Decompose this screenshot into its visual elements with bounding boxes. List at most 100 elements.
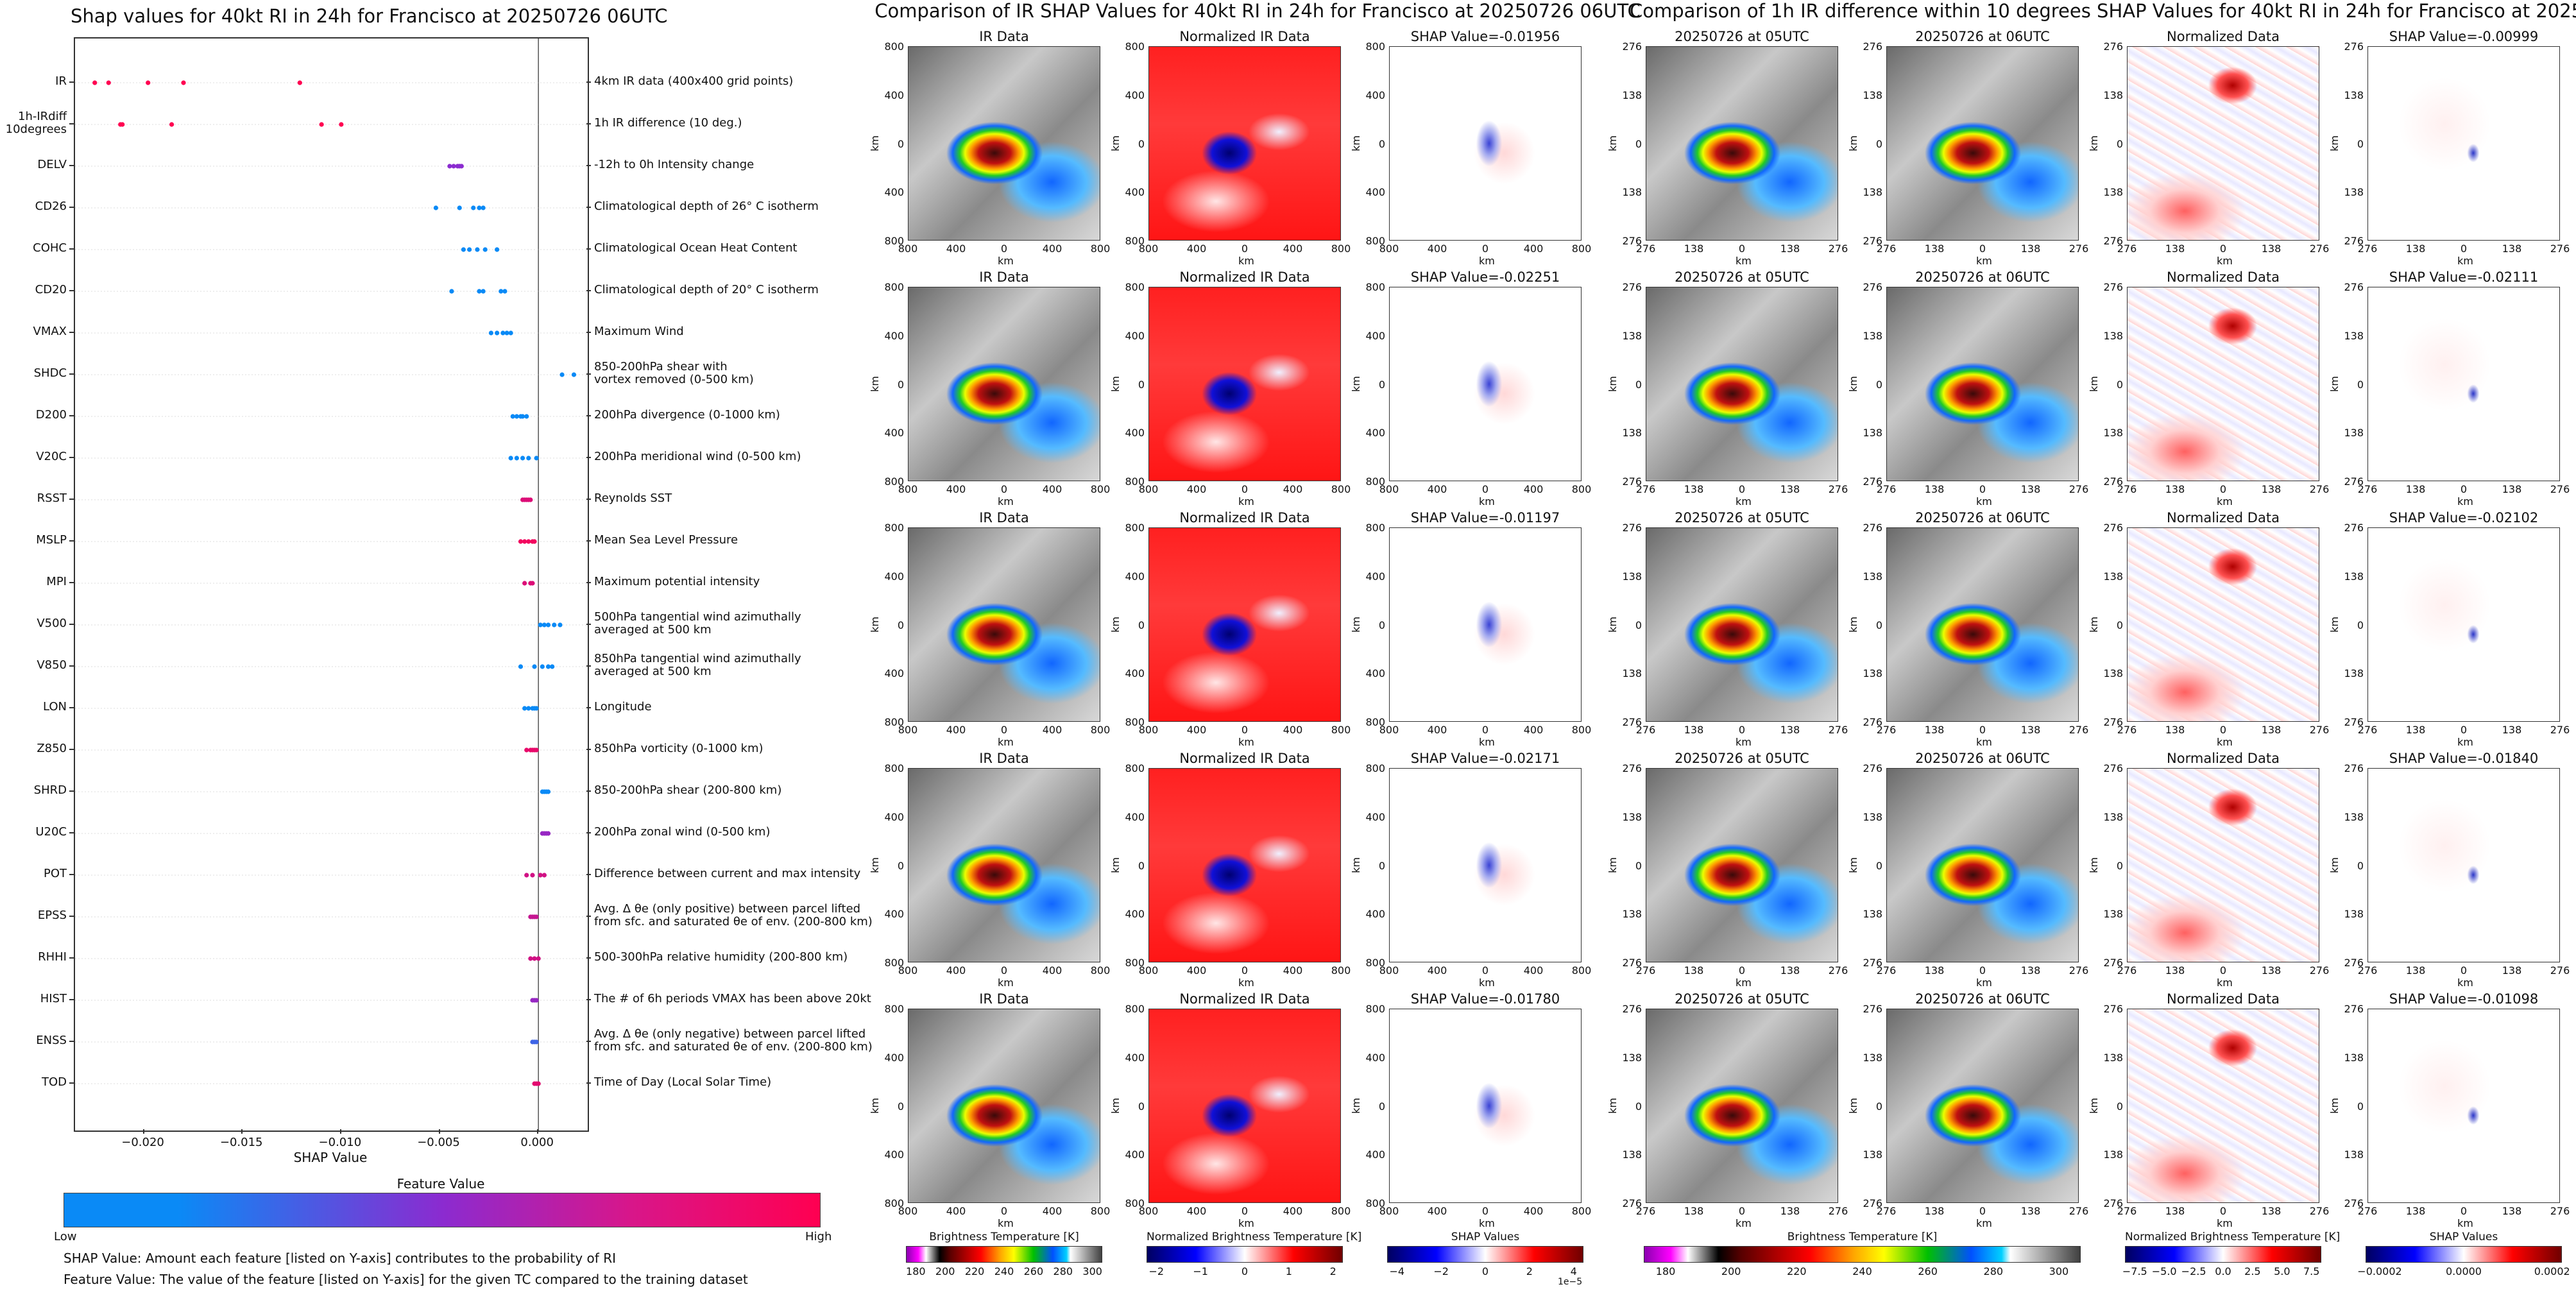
panel-y-tick-label: 800 <box>884 40 904 53</box>
panel-x-axis-label: km <box>1976 255 1992 267</box>
panel-y-tick-label: 800 <box>884 1003 904 1015</box>
shap-point-IR-0 <box>92 80 98 85</box>
norm-panel <box>1148 1009 1341 1203</box>
shap-point-COHC-4 <box>495 247 500 252</box>
shap-point-Z850-0 <box>524 747 529 753</box>
panel-x-tick-label: 276 <box>2309 483 2330 495</box>
panel-x-tick-label: 0 <box>2460 724 2468 736</box>
shap-point-CD26-1 <box>457 205 462 210</box>
panel-y-axis-label: km <box>1847 616 1859 633</box>
panel-y-tick-label: 276 <box>2103 1003 2123 1015</box>
panel-x-axis-label: km <box>1976 1217 1992 1229</box>
panel-x-tick-label: 800 <box>1571 483 1592 495</box>
feature-name-label: V20C <box>36 450 67 463</box>
panel-y-tick-label: 276 <box>1863 281 1882 293</box>
panel-y-tick-label: 138 <box>1622 908 1642 921</box>
panel-x-tick-label: 400 <box>1523 1205 1544 1217</box>
shap-point-D200-4 <box>524 414 529 419</box>
shap-point-V500-4 <box>558 622 563 627</box>
panel-x-axis-label: km <box>998 495 1014 508</box>
panel-x-tick-label: 138 <box>2261 964 2282 977</box>
panel-y-tick-label: 0 <box>1138 859 1145 872</box>
feature-name-label: IR <box>55 74 67 88</box>
panel-x-tick-label: 138 <box>2502 243 2522 255</box>
shap-panel-title: SHAP Value=-0.01780 <box>1410 991 1560 1007</box>
panel-x-tick-label: 800 <box>1331 1205 1351 1217</box>
ir-panel <box>908 768 1100 962</box>
panel-x-tick-label: 800 <box>1379 483 1399 495</box>
panel-y-tick-label: 0 <box>1378 378 1385 391</box>
panel-y-tick-label: 800 <box>884 235 904 247</box>
panel-y-tick-label: 400 <box>884 570 904 583</box>
panel-x-tick-label: 276 <box>1828 964 1848 977</box>
ir-panel <box>908 287 1100 481</box>
panel-x-tick-label: 276 <box>2117 1205 2137 1217</box>
panel-x-tick-label: 138 <box>2020 1205 2041 1217</box>
feature-right-tick <box>586 624 591 625</box>
shap2-panel <box>2367 46 2560 241</box>
panel-y-tick-label: 0 <box>1138 378 1145 391</box>
shap-point-CD20-1 <box>477 289 482 294</box>
feature-name-label: 1h-IRdiff 10degrees <box>5 110 67 136</box>
norm-panel-title: Normalized IR Data <box>1179 269 1310 285</box>
shap-point-COHC-1 <box>467 247 472 252</box>
panel-x-tick-label: 138 <box>2261 243 2282 255</box>
feature-name-label: D200 <box>35 408 67 422</box>
panel-x-tick-label: 0 <box>1241 1205 1249 1217</box>
feature-left-tick <box>69 874 74 875</box>
x-tick-mark <box>339 1129 341 1134</box>
panel-y-tick-label: 276 <box>2344 235 2364 247</box>
shap-point-LON-1 <box>526 706 531 711</box>
panel-y-tick-label: 400 <box>1365 810 1385 823</box>
shap-point-LON-0 <box>522 706 527 711</box>
shap-point-TOD-2 <box>536 1081 541 1086</box>
panel-x-tick-label: 400 <box>1283 724 1303 736</box>
panel-y-axis-label: km <box>1606 135 1619 151</box>
shap-panel-title: SHAP Value=-0.01197 <box>1410 510 1560 525</box>
feature-value-low-label: Low <box>54 1230 77 1243</box>
panel-x-axis-label: km <box>1736 495 1752 508</box>
feature-left-tick <box>69 457 74 458</box>
panel-y-axis-label: km <box>868 135 881 151</box>
panel-y-tick-label: 0 <box>897 1100 904 1113</box>
ir-panel-title: 20250726 at 06UTC <box>1915 751 2050 766</box>
left-chart-title: Shap values for 40kt RI in 24h for Franc… <box>71 5 668 27</box>
feature-left-tick <box>69 540 74 542</box>
panel-x-tick-label: 0 <box>2460 1205 2468 1217</box>
ndiff-panel <box>2127 527 2319 722</box>
panel-y-tick-label: 276 <box>1622 475 1642 488</box>
ir-panel-title: 20250726 at 05UTC <box>1675 510 1809 525</box>
panel-y-tick-label: 400 <box>1125 810 1145 823</box>
colorbar-tick-label: 0.0 <box>2215 1265 2231 1277</box>
panel-x-axis-label: km <box>1238 977 1254 989</box>
feature-name-label: SHDC <box>33 366 67 380</box>
feature-right-tick <box>586 81 591 83</box>
panel-y-axis-label: km <box>1109 375 1122 392</box>
shap-point-VMAX-2 <box>500 330 506 336</box>
panel-y-tick-label: 400 <box>1365 1148 1385 1161</box>
shap-value-note: SHAP Value: Amount each feature [listed … <box>64 1251 616 1266</box>
feature-name-label: CD26 <box>35 200 67 213</box>
panel-y-tick-label: 138 <box>2103 1148 2123 1161</box>
panel-y-tick-label: 800 <box>1365 762 1385 774</box>
panel-y-tick-label: 400 <box>884 1148 904 1161</box>
panel-x-tick-label: 0 <box>1000 1205 1008 1217</box>
panel-x-tick-label: 0 <box>1241 243 1249 255</box>
shap-point-VMAX-0 <box>488 330 494 336</box>
colorbar-label: Brightness Temperature [K] <box>929 1231 1079 1243</box>
shap-point-V850-0 <box>518 664 524 669</box>
panel-x-tick-label: 276 <box>2357 964 2378 977</box>
panel-x-tick-label: 400 <box>946 964 966 977</box>
shap-point-V20C-2 <box>520 456 525 461</box>
feature-right-tick <box>586 790 591 792</box>
feature-left-tick <box>69 332 74 333</box>
shap-point-D200-1 <box>514 414 519 419</box>
colorbar-tick-label: 220 <box>964 1265 985 1277</box>
panel-y-tick-label: 400 <box>1125 329 1145 342</box>
panel-x-tick-label: 276 <box>2117 243 2137 255</box>
norm-panel-title: Normalized IR Data <box>1179 29 1310 44</box>
panel-x-tick-label: 800 <box>1331 964 1351 977</box>
panel-y-tick-label: 276 <box>2103 475 2123 488</box>
panel-x-tick-label: 800 <box>1571 1205 1592 1217</box>
panel-x-tick-label: 276 <box>1876 483 1897 495</box>
